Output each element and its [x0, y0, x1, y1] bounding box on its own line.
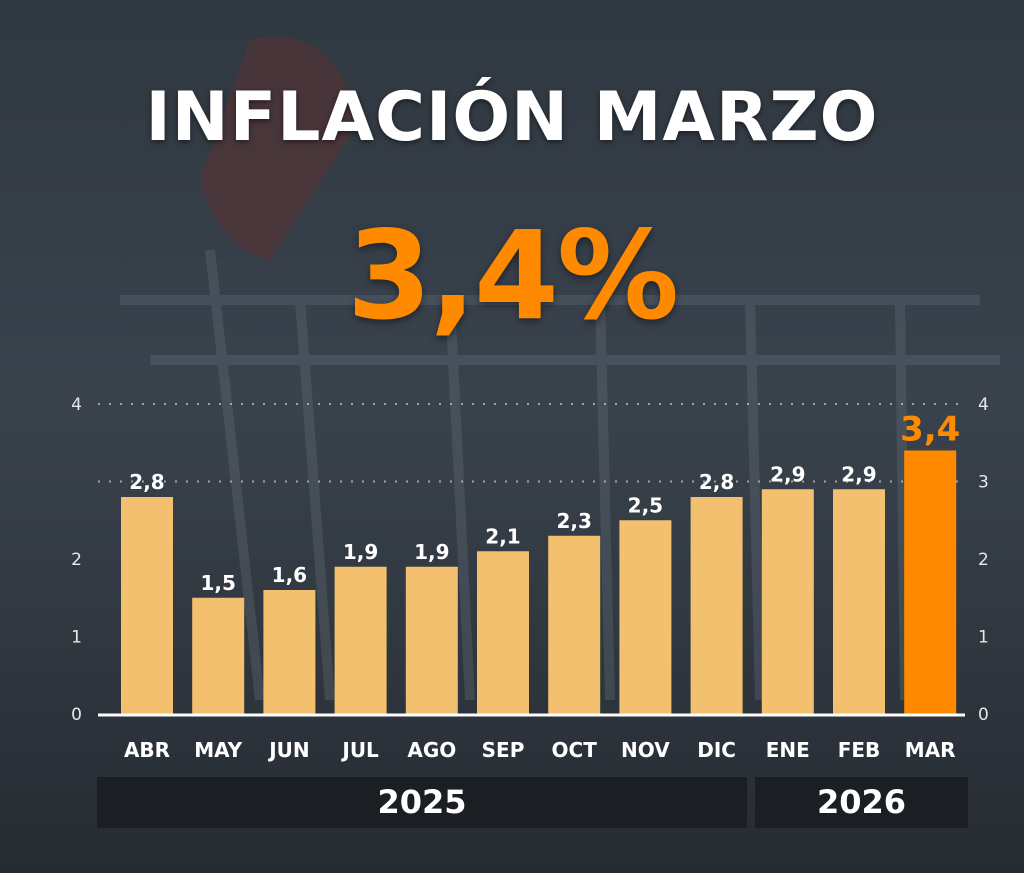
bar-nov — [619, 520, 672, 714]
bar-mar — [904, 450, 957, 714]
x-tick-feb: FEB — [838, 738, 881, 762]
value-label-mar: 3,4 — [900, 410, 960, 450]
value-label-jul: 1,9 — [343, 540, 378, 564]
x-tick-oct: OCT — [552, 738, 598, 762]
value-label-ago: 1,9 — [414, 540, 449, 564]
y-tick-right-4: 4 — [978, 395, 989, 415]
value-label-abr: 2,8 — [129, 470, 164, 494]
bar-may — [192, 597, 245, 714]
value-label-nov: 2,5 — [628, 493, 663, 517]
y-tick-left-4: 4 — [71, 395, 82, 415]
x-tick-ene: ENE — [766, 738, 810, 762]
x-tick-nov: NOV — [621, 738, 670, 762]
headline-value: 3,4% — [346, 205, 679, 347]
y-tick-right-1: 1 — [978, 628, 989, 648]
bar-ago — [405, 566, 458, 714]
y-tick-left-0: 0 — [71, 705, 82, 725]
bar-dic — [690, 497, 743, 714]
x-tick-jul: JUL — [340, 738, 379, 762]
year-band-2026: 2026 — [755, 777, 968, 828]
value-label-dic: 2,8 — [699, 470, 734, 494]
bar-feb — [833, 489, 885, 714]
page-title: INFLACIÓN MARZO — [145, 78, 879, 157]
x-tick-mar: MAR — [905, 738, 956, 762]
value-label-ene: 2,9 — [770, 462, 805, 486]
bar-jun — [263, 590, 316, 714]
x-tick-abr: ABR — [124, 738, 170, 762]
bar-ene — [761, 489, 814, 714]
bar-jul — [334, 566, 387, 714]
value-label-may: 1,5 — [200, 571, 235, 595]
y-tick-right-0: 0 — [978, 705, 989, 725]
value-label-sep: 2,1 — [485, 524, 520, 548]
value-label-jun: 1,6 — [272, 563, 307, 587]
x-tick-ago: AGO — [407, 738, 456, 762]
x-tick-jun: JUN — [267, 738, 309, 762]
bar-abr — [121, 497, 173, 714]
y-tick-left-1: 1 — [71, 628, 82, 648]
value-label-oct: 2,3 — [556, 509, 591, 533]
x-tick-sep: SEP — [482, 738, 525, 762]
value-label-feb: 2,9 — [841, 462, 876, 486]
bar-sep — [477, 551, 529, 714]
y-tick-right-2: 2 — [978, 550, 989, 570]
y-tick-right-3: 3 — [978, 473, 989, 493]
year-band-2025: 2025 — [97, 777, 747, 828]
x-tick-may: MAY — [194, 738, 242, 762]
bar-oct — [548, 535, 601, 714]
x-tick-dic: DIC — [697, 738, 736, 762]
y-tick-left-2: 2 — [71, 550, 82, 570]
